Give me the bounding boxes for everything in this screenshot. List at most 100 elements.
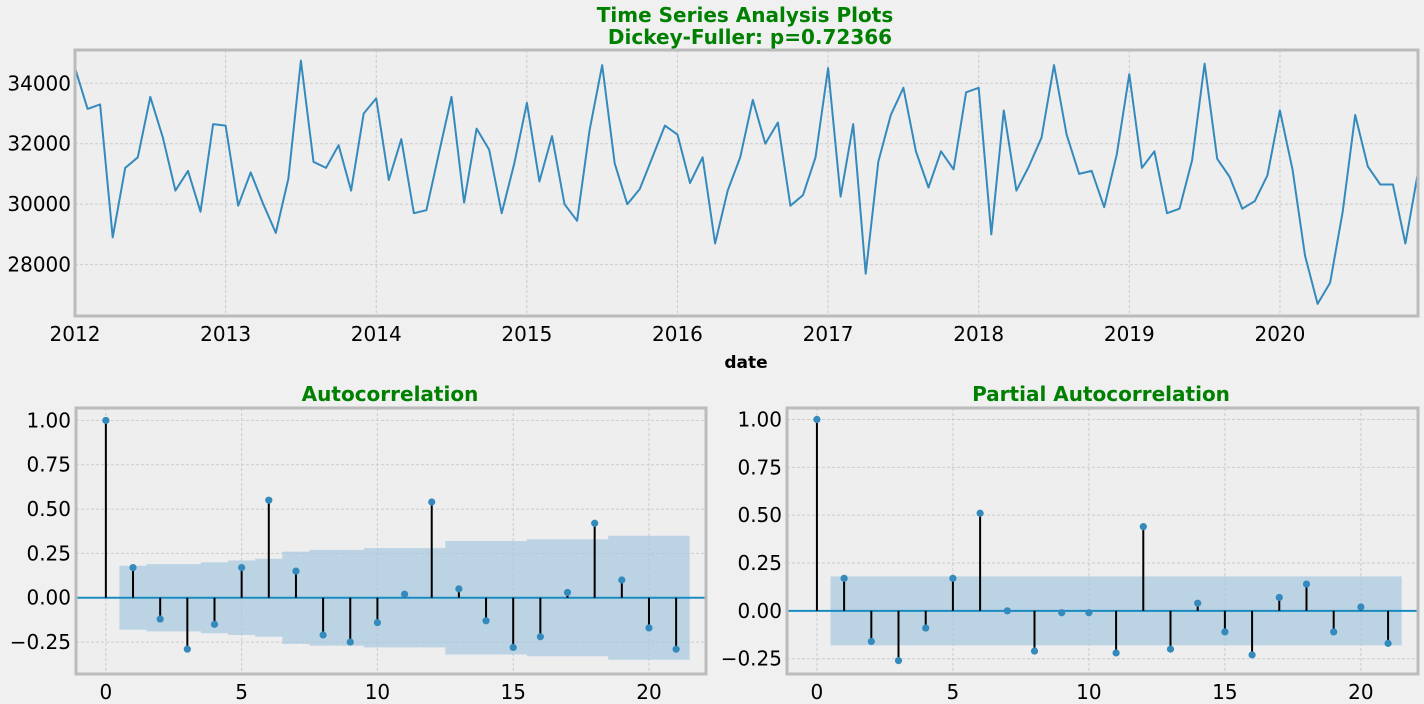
- data-point: [299, 59, 302, 62]
- marker: [1058, 609, 1066, 617]
- data-point: [124, 166, 127, 169]
- data-point: [889, 113, 892, 116]
- data-point: [1203, 62, 1206, 65]
- plot-area: [75, 50, 1418, 316]
- data-point: [1027, 165, 1030, 168]
- data-point: [676, 133, 679, 136]
- data-point: [249, 171, 252, 174]
- data-point: [927, 186, 930, 189]
- data-point: [1379, 183, 1382, 186]
- marker: [840, 574, 848, 582]
- data-point: [199, 210, 202, 213]
- marker: [1166, 645, 1175, 653]
- data-point: [1341, 210, 1344, 213]
- y-tick-label: −0.25: [721, 647, 782, 671]
- plot-frame: [73, 48, 1420, 318]
- data-point: [940, 150, 943, 153]
- y-tick-label: 1.00: [26, 408, 71, 432]
- x-tick-label: 5: [235, 680, 248, 704]
- data-point: [1078, 172, 1081, 175]
- data-point: [1115, 153, 1118, 156]
- data-point: [212, 123, 215, 126]
- x-tick-label: 10: [365, 680, 390, 704]
- data-point: [174, 189, 177, 192]
- x-tick-label: 2019: [1104, 322, 1155, 346]
- data-point: [1266, 174, 1269, 177]
- y-tick-label: 0.00: [737, 599, 782, 623]
- data-point: [550, 135, 553, 138]
- marker: [1194, 599, 1202, 607]
- y-tick-label: 0.25: [26, 541, 71, 565]
- y-tick-label: 0.75: [737, 455, 782, 479]
- data-point: [739, 156, 742, 159]
- marker: [238, 564, 246, 572]
- marker: [1384, 639, 1392, 647]
- y-tick-label: 34000: [7, 71, 71, 95]
- data-point: [1128, 73, 1131, 76]
- data-point: [450, 95, 453, 98]
- data-point: [1103, 206, 1106, 209]
- marker: [400, 590, 409, 598]
- marker: [129, 564, 137, 572]
- marker: [455, 585, 463, 593]
- x-tick-label: 5: [947, 680, 960, 704]
- acf-title: Autocorrelation: [302, 382, 479, 406]
- marker: [1302, 580, 1311, 588]
- marker: [428, 498, 436, 506]
- marker: [482, 617, 490, 625]
- pacf-title: Partial Autocorrelation: [972, 382, 1230, 406]
- marker: [373, 618, 382, 627]
- y-tick-label: 30000: [7, 192, 71, 216]
- data-point: [1391, 183, 1394, 186]
- data-point: [814, 156, 817, 159]
- data-point: [1329, 281, 1332, 284]
- data-point: [1153, 150, 1156, 153]
- marker: [210, 620, 219, 628]
- y-tick-label: 0.50: [26, 497, 71, 521]
- marker: [509, 643, 517, 652]
- chart-title: Time Series Analysis Plots: [597, 3, 893, 27]
- data-point: [274, 231, 277, 234]
- y-tick-label: 0.00: [26, 586, 71, 610]
- data-point: [990, 233, 993, 236]
- series-line: [74, 59, 1419, 305]
- marker: [1221, 628, 1229, 636]
- data-point: [1178, 207, 1181, 210]
- marker: [292, 567, 300, 575]
- data-point: [638, 188, 641, 191]
- data-point: [1015, 189, 1018, 192]
- marker: [949, 574, 957, 582]
- data-point: [475, 127, 478, 130]
- marker: [867, 637, 875, 646]
- marker: [618, 576, 626, 584]
- marker: [1248, 651, 1256, 659]
- marker: [1275, 593, 1283, 602]
- data-point: [1253, 200, 1256, 203]
- data-point: [689, 182, 692, 185]
- marker: [183, 645, 191, 653]
- marker: [563, 588, 572, 597]
- marker: [922, 624, 930, 632]
- data-point: [1278, 109, 1281, 112]
- marker: [1085, 609, 1093, 617]
- y-tick-label: 28000: [7, 253, 71, 277]
- data-point: [362, 112, 365, 115]
- y-tick-label: 32000: [7, 132, 71, 156]
- data-point: [312, 160, 315, 163]
- x-tick-label: 20: [636, 680, 661, 704]
- data-point: [613, 162, 616, 165]
- x-tick-label: 2013: [200, 322, 251, 346]
- data-point: [626, 203, 629, 206]
- y-tick-label: 0.75: [26, 453, 71, 477]
- data-point: [186, 169, 189, 172]
- data-point: [764, 142, 767, 145]
- data-point: [387, 178, 390, 181]
- data-point: [86, 107, 89, 110]
- plot-frame: [74, 406, 708, 676]
- data-point: [576, 219, 579, 222]
- data-point: [262, 203, 265, 206]
- data-point: [1228, 175, 1231, 178]
- x-tick-label: 10: [1076, 680, 1101, 704]
- data-point: [1241, 207, 1244, 210]
- marker: [1112, 649, 1120, 657]
